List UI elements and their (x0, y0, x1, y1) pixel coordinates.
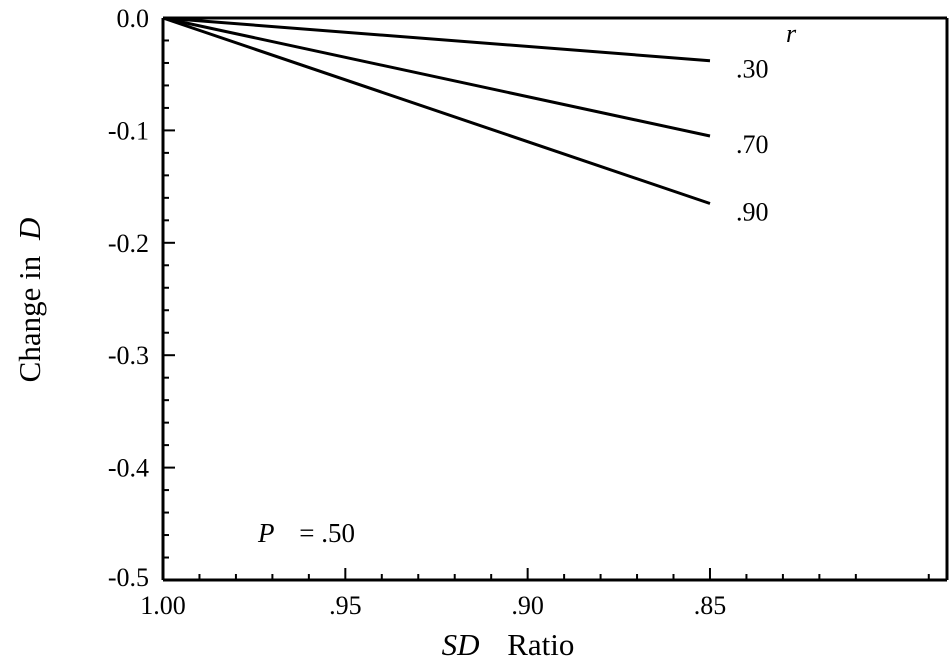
legend-entry-r-90: .90 (736, 197, 769, 226)
x-tick-label: .90 (511, 591, 544, 620)
legend-entry-r-30: .30 (736, 55, 769, 84)
x-tick-label: .85 (694, 591, 727, 620)
x-axis-label-ratio: Ratio (507, 627, 574, 662)
y-tick-label: -0.1 (108, 116, 149, 145)
ticks-group (162, 17, 930, 581)
y-tick-label: -0.5 (108, 563, 149, 592)
annotation-p: P = .50 (257, 518, 355, 548)
series-line-r-90 (162, 16, 711, 205)
legend-group: r .30 .70 .90 (736, 19, 797, 226)
y-axis-label-change-in: Change in (12, 255, 47, 382)
annotation-p-symbol: P (257, 518, 275, 548)
x-tick-label: .95 (329, 591, 362, 620)
y-axis-label-d: D (12, 218, 47, 241)
y-tick-label: -0.4 (108, 454, 149, 483)
x-axis-label: SD Ratio (442, 627, 575, 662)
legend-entry-r-70: .70 (736, 130, 769, 159)
x-tick-label: 1.00 (140, 591, 186, 620)
series-line-r-30 (162, 16, 711, 63)
y-tick-label: -0.3 (108, 341, 149, 370)
plot-frame (161, 16, 949, 582)
y-tick-label: 0.0 (117, 4, 150, 33)
x-axis-label-sd: SD (442, 627, 480, 662)
legend-title: r (786, 19, 797, 48)
tick-labels-group: 0.0 -0.1 -0.2 -0.3 -0.4 -0.51.00 .95 .90 .85 (108, 4, 726, 620)
y-tick-label: -0.2 (108, 229, 149, 258)
series-line-r-70 (162, 16, 711, 138)
y-axis-label: Change in D (12, 218, 47, 383)
series-group (162, 16, 711, 205)
annotation-p-value: = .50 (299, 518, 355, 548)
